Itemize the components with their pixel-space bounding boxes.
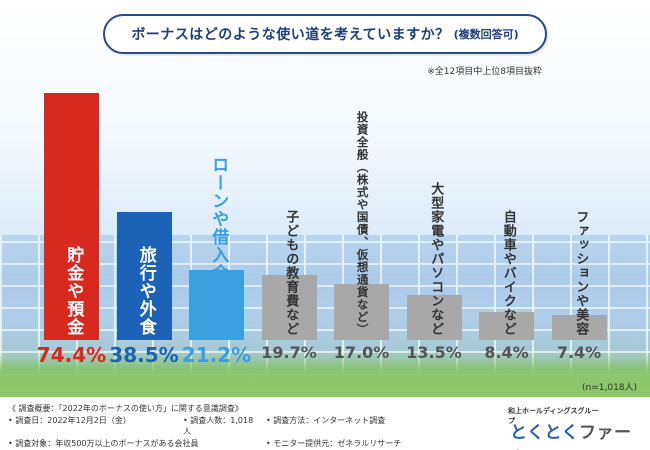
survey-target: • 調査対象：年収500万以上のボーナスがある会社員 — [8, 438, 199, 448]
bar-5 — [334, 283, 389, 340]
value-label-8: 7.4% — [556, 343, 602, 362]
logo-brand-a: とくとく — [510, 423, 579, 443]
logo-brand: とくとくファーム — [510, 418, 644, 450]
value-label-7: 8.4% — [484, 343, 529, 362]
bar-label-7: 自動車やバイクなど — [500, 210, 516, 336]
chart-title: ボーナスはどのような使い道を考えていますか？ — [131, 27, 450, 43]
bar-6 — [406, 295, 462, 340]
bar-1 — [44, 93, 99, 340]
value-label-6: 13.5% — [406, 343, 462, 362]
bar-label-6: 大型家電やパソコンなど — [428, 182, 444, 336]
bar-label-4: 子どもの教育費など — [283, 210, 299, 336]
title-box: ボーナスはどのような使い道を考えていますか？ (複数回答可) — [103, 14, 547, 54]
survey-method: • 調査方法：インターネット調査 — [266, 415, 386, 425]
bar-8 — [551, 315, 607, 340]
value-label-2: 38.5% — [109, 343, 179, 367]
solar-panel-background — [0, 235, 650, 375]
bar-4 — [261, 274, 317, 340]
survey-date: • 調査日：2022年12月2日（金） — [8, 415, 131, 425]
value-label-4: 19.7% — [261, 343, 317, 362]
sample-size: (n=1,018人) — [582, 383, 638, 393]
value-label-1: 74.4% — [36, 343, 107, 367]
survey-people: • 調査人数：1,018人 — [183, 415, 254, 437]
bar-label-5: 投資全般（株式や国債、仮想通貨など） — [355, 111, 370, 336]
survey-monitor: • モニター提供元：ゼネラルリサーチ — [266, 438, 402, 448]
grass-background — [0, 352, 650, 397]
bar-label-1: 貯金や預金 — [63, 246, 84, 336]
logo-brand-b: ファーム — [510, 423, 632, 450]
value-label-3: 21.2% — [181, 343, 252, 367]
bar-label-8: ファッションや美容 — [573, 210, 589, 336]
company-logo: 和上ホールディングスグループ とくとくファーム — [508, 406, 644, 450]
selection-note: ※全12項目中上位8項目抜粋 — [427, 67, 542, 77]
bar-3 — [189, 269, 244, 340]
survey-heading: 《 調査概要：「2022年のボーナスの使い方」に関する意識調査》 — [8, 404, 243, 413]
footer-area — [0, 397, 650, 450]
value-label-5: 17.0% — [333, 343, 390, 362]
bar-label-2: 旅行や外食 — [135, 246, 156, 336]
bar-7 — [479, 312, 534, 340]
bar-label-3: ローンや借入金の返済 — [208, 156, 229, 336]
bar-2 — [116, 212, 172, 340]
chart-title-sub: (複数回答可) — [453, 28, 519, 41]
logo-group-name: 和上ホールディングスグループ — [508, 407, 599, 425]
survey-overview: 《 調査概要：「2022年のボーナスの使い方」に関する意識調査》 • 調査日：2… — [8, 403, 401, 449]
